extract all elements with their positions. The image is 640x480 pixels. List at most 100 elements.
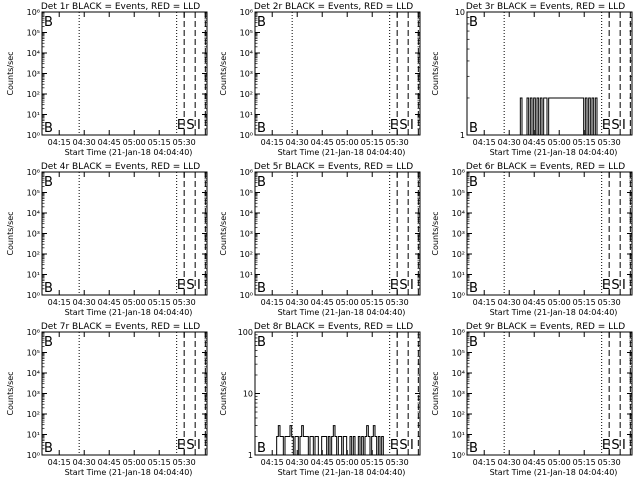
plot-frame xyxy=(41,331,208,456)
x-axis-label: Start Time (21-Jan-18 04:04:40) xyxy=(65,468,193,477)
x-axis-label: Start Time (21-Jan-18 04:04:40) xyxy=(278,468,406,477)
marker-letter-s: S xyxy=(611,278,619,293)
detector-panel-5: Det 5r BLACK = Events, RED = LLD 10⁰ 10¹ 10… xyxy=(219,162,421,317)
y-tick-label: 10¹ xyxy=(27,271,40,280)
marker-letter-s: S xyxy=(186,438,194,453)
x-tick-label: 04:45 xyxy=(98,138,121,147)
marker-letter-e: E xyxy=(390,118,398,133)
y-tick-label: 10⁴ xyxy=(452,209,465,218)
y-axis-label: Counts/sec xyxy=(431,211,440,255)
detector-panel-8: Det 8r BLACK = Events, RED = LLD 1 10 100 Co… xyxy=(219,322,421,477)
plot-frame xyxy=(466,171,633,296)
x-tick-label: 05:15 xyxy=(573,298,596,307)
y-tick-label: 10³ xyxy=(27,230,40,239)
x-tick-label: 04:15 xyxy=(473,298,496,307)
x-tick-label: 04:15 xyxy=(48,138,71,147)
y-tick-label: 10⁶ xyxy=(240,168,253,177)
y-tick-label: 10⁵ xyxy=(27,29,40,38)
y-axis-label: Counts/sec xyxy=(6,371,15,415)
marker-letter-b: B xyxy=(469,121,478,136)
y-tick-label: 10¹ xyxy=(240,111,253,120)
x-tick-label: 05:00 xyxy=(336,458,359,467)
x-tick-label: 04:30 xyxy=(286,298,309,307)
x-tick-label: 05:15 xyxy=(148,298,171,307)
y-tick-label: 10⁴ xyxy=(27,369,40,378)
y-tick-label: 10² xyxy=(452,250,465,259)
marker-letter-s: S xyxy=(186,278,194,293)
marker-letter-b: B xyxy=(44,15,53,30)
y-tick-label: 10⁰ xyxy=(452,451,465,460)
x-tick-label: 04:15 xyxy=(261,458,284,467)
y-axis-label: Counts/sec xyxy=(219,51,228,95)
x-tick-label: 04:45 xyxy=(311,138,334,147)
y-tick-label: 10⁵ xyxy=(27,349,40,358)
marker-letter-b: B xyxy=(257,281,266,296)
x-tick-label: 05:00 xyxy=(123,298,146,307)
marker-letter-b: B xyxy=(257,335,266,350)
marker-letter-b: B xyxy=(44,335,53,350)
x-tick-label: 05:15 xyxy=(361,298,384,307)
x-tick-label: 05:30 xyxy=(173,298,196,307)
y-axis-label: Counts/sec xyxy=(219,371,228,415)
y-tick-label: 10³ xyxy=(452,390,465,399)
marker-letter-s: S xyxy=(186,118,194,133)
marker-letter-i: I xyxy=(622,438,626,453)
plot-frame xyxy=(254,171,421,296)
panel-title: Det 2r BLACK = Events, RED = LLD xyxy=(254,2,413,12)
x-tick-label: 05:15 xyxy=(148,138,171,147)
events-series-line xyxy=(467,97,632,136)
x-axis-label: Start Time (21-Jan-18 04:04:40) xyxy=(278,308,406,317)
y-tick-label: 10⁰ xyxy=(240,291,253,300)
x-tick-label: 05:15 xyxy=(361,138,384,147)
detector-panel-6: Det 6r BLACK = Events, RED = LLD 10⁰ 10¹ 10… xyxy=(431,162,633,317)
y-tick-label: 1 xyxy=(460,131,465,140)
marker-letter-s: S xyxy=(611,118,619,133)
marker-letter-b: B xyxy=(469,281,478,296)
y-tick-label: 10⁶ xyxy=(452,328,465,337)
x-tick-label: 04:30 xyxy=(73,138,96,147)
marker-letter-b: B xyxy=(44,281,53,296)
marker-letter-b: B xyxy=(44,175,53,190)
marker-letter-s: S xyxy=(399,118,407,133)
x-tick-label: 05:30 xyxy=(598,458,621,467)
marker-letter-i: I xyxy=(410,118,414,133)
detector-panel-2: Det 2r BLACK = Events, RED = LLD 10⁰ 10¹ 10… xyxy=(219,2,421,157)
y-tick-label: 10¹ xyxy=(452,271,465,280)
plot-frame xyxy=(41,171,208,296)
x-tick-label: 04:30 xyxy=(286,138,309,147)
x-tick-label: 05:00 xyxy=(548,298,571,307)
y-tick-label: 10³ xyxy=(27,390,40,399)
x-tick-label: 04:15 xyxy=(261,138,284,147)
marker-letter-e: E xyxy=(602,278,610,293)
marker-letter-s: S xyxy=(399,438,407,453)
x-tick-label: 04:45 xyxy=(98,298,121,307)
x-tick-label: 04:45 xyxy=(98,458,121,467)
y-tick-label: 10² xyxy=(27,410,40,419)
y-tick-label: 10⁶ xyxy=(452,168,465,177)
x-tick-label: 05:15 xyxy=(573,458,596,467)
x-tick-label: 05:00 xyxy=(336,298,359,307)
x-tick-label: 04:30 xyxy=(498,298,521,307)
y-tick-label: 10⁵ xyxy=(452,349,465,358)
y-axis-label: Counts/sec xyxy=(431,371,440,415)
y-tick-label: 10 xyxy=(455,8,465,17)
x-tick-label: 04:45 xyxy=(311,458,334,467)
marker-letter-b: B xyxy=(44,121,53,136)
plot-frame xyxy=(466,11,633,136)
y-tick-label: 10⁶ xyxy=(240,8,253,17)
y-tick-label: 10⁰ xyxy=(27,131,40,140)
marker-letter-b: B xyxy=(257,15,266,30)
x-tick-label: 05:30 xyxy=(386,458,409,467)
x-tick-label: 05:15 xyxy=(573,138,596,147)
x-tick-label: 05:30 xyxy=(598,298,621,307)
y-tick-label: 10³ xyxy=(452,230,465,239)
panel-title: Det 6r BLACK = Events, RED = LLD xyxy=(466,162,625,172)
x-tick-label: 04:15 xyxy=(48,458,71,467)
x-tick-label: 05:30 xyxy=(386,298,409,307)
y-tick-label: 10³ xyxy=(240,70,253,79)
marker-letter-e: E xyxy=(602,438,610,453)
x-tick-label: 05:00 xyxy=(336,138,359,147)
y-tick-label: 10⁴ xyxy=(240,49,253,58)
y-tick-label: 10⁵ xyxy=(452,189,465,198)
